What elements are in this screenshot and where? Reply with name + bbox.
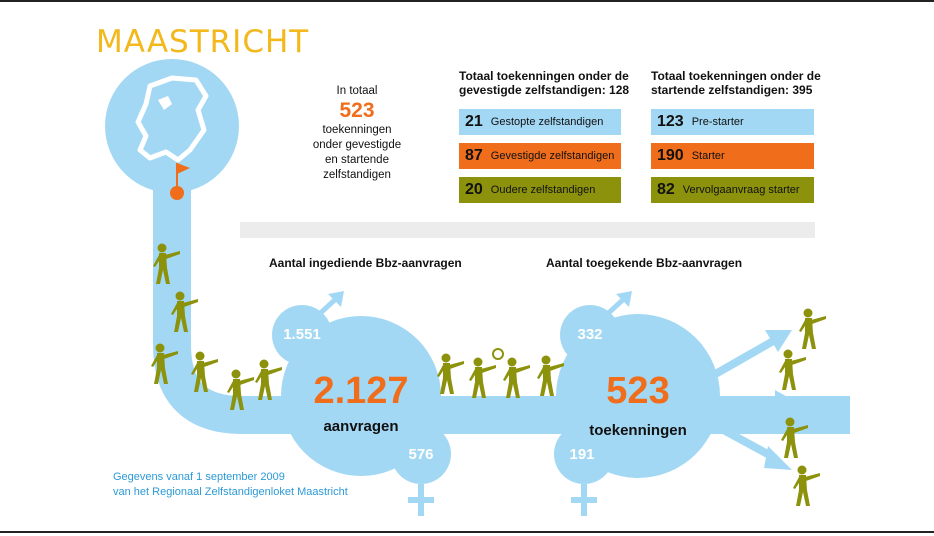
row-value: 87 <box>465 147 483 164</box>
person-pointing-icon <box>437 353 464 394</box>
grants-unit: toekenningen <box>589 422 687 439</box>
total-line-2: onder gevestigde <box>312 139 402 151</box>
row-label: Gestopte zelfstandigen <box>490 116 604 128</box>
established-heading-line-1: Totaal toekenningen onder de <box>459 69 629 83</box>
applications-female-value: 576 <box>408 446 434 463</box>
established-row-stopped: 21 Gestopte zelfstandigen <box>459 109 621 135</box>
row-label: Gevestigde zelfstandigen <box>490 150 615 162</box>
bottom-rule <box>0 531 934 533</box>
male-symbol-icon <box>601 295 628 320</box>
row-value: 123 <box>657 113 684 130</box>
applications-bubble <box>281 316 441 476</box>
female-symbol-icon <box>571 484 597 516</box>
starters-heading-line-1: Totaal toekenningen onder de <box>651 69 821 83</box>
source-note: Gegevens vanaf 1 september 2009 van het … <box>113 470 348 500</box>
male-symbol-icon <box>313 295 340 320</box>
total-summary: In totaal 523 toekenningen onder gevesti… <box>298 84 416 183</box>
divider-band <box>240 222 815 238</box>
row-label: Pre-starter <box>691 116 744 128</box>
established-heading-line-2: gevestigde zelfstandigen: 128 <box>459 83 630 97</box>
source-note-line-2: van het Regionaal Zelfstandigenloket Maa… <box>113 486 348 498</box>
applications-label: Aantal ingediende Bbz-aanvragen <box>269 256 462 270</box>
person-pointing-icon <box>255 359 282 400</box>
starters-heading-line-2: startende zelfstandigen: 395 <box>651 83 813 97</box>
person-pointing-icon <box>779 349 806 390</box>
row-label: Starter <box>691 150 725 162</box>
row-value: 20 <box>465 181 483 198</box>
row-label: Vervolgaanvraag starter <box>682 184 800 196</box>
grants-label: Aantal toegekende Bbz-aanvragen <box>546 256 743 270</box>
established-row-older: 20 Oudere zelfstandigen <box>459 177 621 203</box>
source-note-line-1: Gegevens vanaf 1 september 2009 <box>113 471 285 483</box>
applications-male-value: 1.551 <box>283 326 321 343</box>
total-line-1: toekenningen <box>322 124 392 136</box>
location-flag-icon <box>170 163 190 200</box>
person-pointing-icon <box>793 465 820 506</box>
total-line-3: en startende <box>325 154 389 166</box>
person-pointing-icon <box>799 308 826 349</box>
person-pointing-icon <box>503 357 530 398</box>
starters-heading: Totaal toekenningen onder de startende z… <box>651 69 821 97</box>
total-line-4: zelfstandigen <box>323 169 391 181</box>
row-value: 190 <box>657 147 684 164</box>
row-label: Oudere zelfstandigen <box>490 184 596 196</box>
row-value: 82 <box>657 181 675 198</box>
total-intro: In totaal <box>336 85 378 97</box>
applications-unit: aanvragen <box>323 418 399 435</box>
netherlands-map-icon <box>135 75 209 163</box>
grants-female-value: 191 <box>569 446 595 463</box>
starters-row-starter: 190 Starter <box>651 143 814 169</box>
established-heading: Totaal toekenningen onder de gevestigde … <box>459 69 629 97</box>
magnifier-icon <box>492 348 504 360</box>
top-rule <box>0 0 934 2</box>
magnifier-person-icon <box>469 357 496 398</box>
starters-row-follow-up: 82 Vervolgaanvraag starter <box>651 177 814 203</box>
flow-pipe <box>153 185 850 434</box>
applications-total-value: 2.127 <box>313 370 409 412</box>
established-row-established: 87 Gevestigde zelfstandigen <box>459 143 621 169</box>
grants-male-value: 332 <box>577 326 603 343</box>
female-symbol-icon <box>408 484 434 516</box>
grants-bubble <box>556 314 720 478</box>
row-value: 21 <box>465 113 483 130</box>
total-value: 523 <box>339 99 375 122</box>
grants-total-value: 523 <box>606 370 670 412</box>
starters-row-pre-starter: 123 Pre-starter <box>651 109 814 135</box>
arrow-icon <box>703 330 800 470</box>
page-title: MAASTRICHT <box>96 24 310 60</box>
